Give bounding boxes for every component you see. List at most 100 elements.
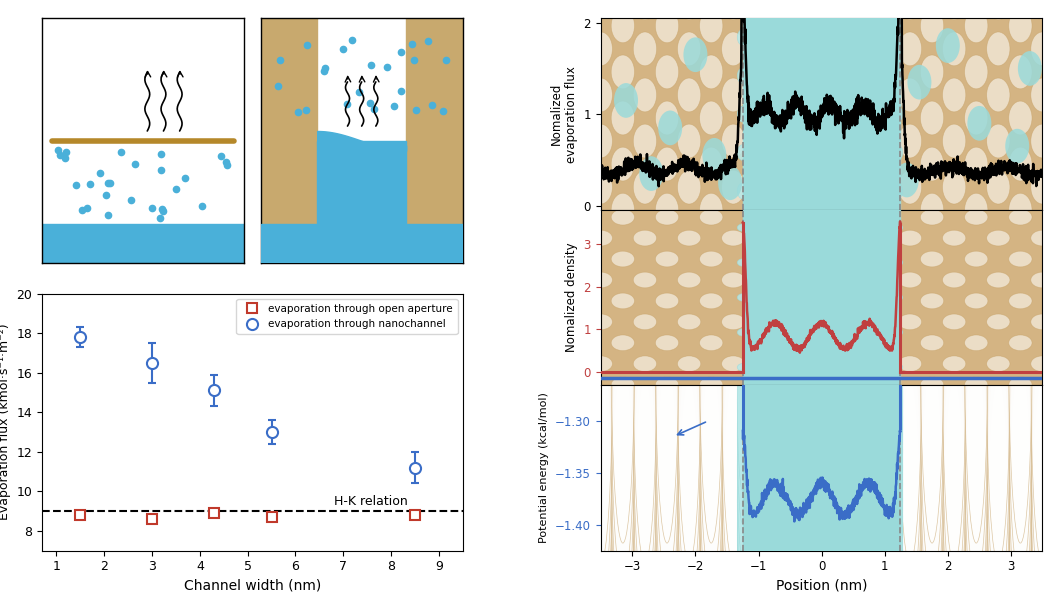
Circle shape (815, 346, 826, 353)
Circle shape (848, 68, 858, 83)
Circle shape (987, 299, 1010, 605)
Circle shape (898, 299, 921, 605)
Circle shape (589, 398, 613, 414)
Circle shape (876, 377, 899, 393)
Circle shape (859, 461, 870, 605)
Circle shape (803, 378, 814, 557)
Circle shape (854, 379, 877, 605)
Circle shape (737, 345, 749, 524)
Circle shape (920, 168, 943, 183)
Circle shape (810, 272, 833, 288)
Circle shape (749, 241, 759, 249)
Circle shape (942, 339, 966, 605)
Circle shape (859, 125, 870, 141)
Circle shape (611, 293, 635, 309)
Circle shape (898, 272, 921, 288)
Circle shape (759, 68, 771, 83)
Circle shape (876, 280, 899, 605)
Circle shape (803, 259, 814, 266)
Circle shape (881, 395, 892, 574)
Circle shape (898, 32, 921, 66)
Circle shape (854, 398, 877, 414)
Circle shape (721, 32, 744, 66)
Circle shape (1031, 170, 1053, 204)
Circle shape (881, 295, 892, 474)
Circle shape (793, 125, 803, 141)
Circle shape (870, 411, 880, 590)
Circle shape (793, 276, 803, 284)
Circle shape (699, 293, 722, 309)
Circle shape (611, 160, 635, 543)
Circle shape (810, 217, 833, 250)
Circle shape (854, 32, 877, 66)
Circle shape (810, 124, 833, 158)
Circle shape (611, 319, 635, 605)
Circle shape (788, 335, 811, 351)
Circle shape (965, 193, 988, 227)
Circle shape (655, 319, 679, 605)
Bar (742, 18, 900, 210)
Circle shape (826, 445, 836, 605)
Circle shape (699, 193, 722, 227)
Circle shape (589, 78, 613, 112)
Circle shape (611, 280, 635, 605)
Circle shape (677, 299, 700, 605)
Circle shape (633, 170, 657, 204)
Circle shape (633, 0, 657, 20)
Circle shape (743, 193, 767, 227)
Circle shape (737, 312, 749, 491)
Circle shape (815, 87, 826, 103)
Circle shape (810, 0, 833, 20)
Circle shape (793, 395, 803, 574)
Circle shape (810, 356, 833, 371)
Circle shape (837, 125, 848, 141)
Circle shape (743, 200, 767, 583)
Circle shape (848, 224, 858, 231)
Circle shape (810, 231, 833, 246)
Circle shape (781, 145, 792, 160)
Circle shape (965, 209, 988, 225)
Circle shape (699, 168, 722, 183)
Circle shape (1031, 180, 1053, 563)
Circle shape (721, 260, 744, 605)
Circle shape (803, 294, 814, 301)
Circle shape (920, 193, 943, 227)
Circle shape (870, 145, 880, 160)
Circle shape (942, 220, 966, 603)
Circle shape (965, 319, 988, 605)
Circle shape (677, 272, 700, 288)
Circle shape (965, 280, 988, 605)
Circle shape (721, 339, 744, 605)
Circle shape (567, 147, 591, 181)
Circle shape (826, 399, 836, 406)
Circle shape (759, 221, 771, 237)
Circle shape (1031, 32, 1053, 66)
Circle shape (633, 231, 657, 246)
Circle shape (677, 339, 700, 605)
Circle shape (699, 335, 722, 351)
Circle shape (876, 240, 899, 605)
Circle shape (942, 32, 966, 66)
Circle shape (815, 276, 826, 284)
Circle shape (803, 30, 814, 45)
Circle shape (781, 68, 792, 83)
Circle shape (743, 9, 767, 43)
Circle shape (859, 428, 870, 605)
Circle shape (803, 183, 814, 199)
Circle shape (677, 231, 700, 246)
Circle shape (832, 147, 855, 181)
Circle shape (881, 461, 892, 605)
Circle shape (803, 106, 814, 122)
Circle shape (870, 221, 880, 237)
Circle shape (892, 411, 902, 590)
Circle shape (898, 339, 921, 605)
Circle shape (781, 30, 792, 45)
Circle shape (815, 48, 826, 65)
Circle shape (965, 9, 988, 43)
Circle shape (567, 251, 591, 267)
Circle shape (881, 362, 892, 540)
Circle shape (854, 314, 877, 330)
Circle shape (788, 101, 811, 135)
Circle shape (826, 294, 836, 301)
Circle shape (832, 359, 855, 605)
